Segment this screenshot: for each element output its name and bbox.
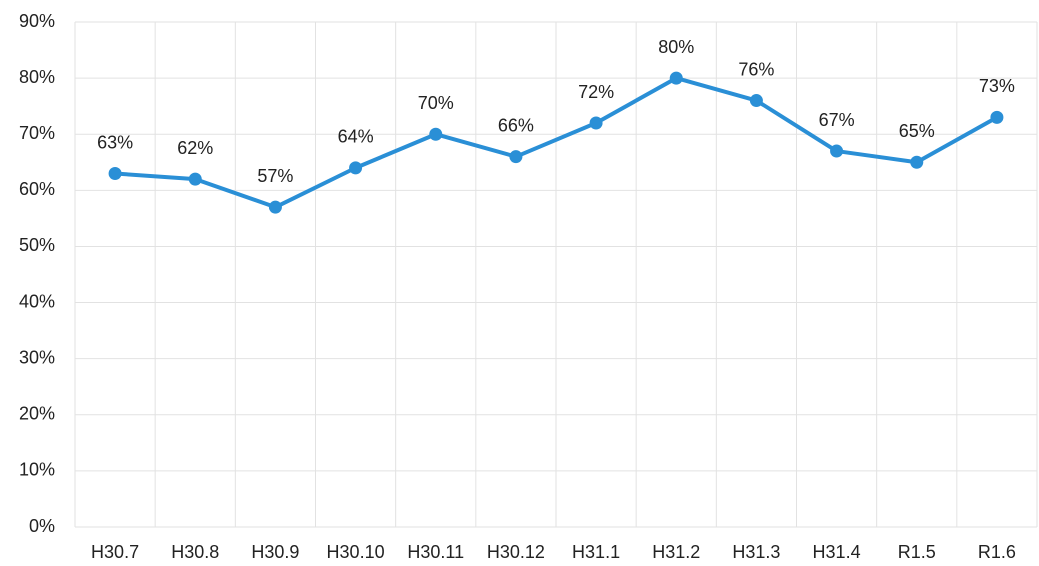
x-tick-label: H31.2 <box>652 542 700 562</box>
x-tick-label: H30.7 <box>91 542 139 562</box>
x-tick-label: R1.5 <box>898 542 936 562</box>
value-label: 70% <box>418 93 454 113</box>
y-tick-label: 50% <box>19 235 55 255</box>
value-label: 73% <box>979 76 1015 96</box>
point <box>910 155 924 169</box>
point <box>990 110 1004 124</box>
y-tick-label: 90% <box>19 11 55 31</box>
value-label: 57% <box>257 166 293 186</box>
y-tick-label: 30% <box>19 347 55 367</box>
x-tick-label: H30.11 <box>407 542 464 562</box>
y-tick-label: 70% <box>19 123 55 143</box>
x-tick-label: H31.1 <box>572 542 620 562</box>
x-tick-label: H30.8 <box>171 542 219 562</box>
value-label: 63% <box>97 132 133 152</box>
point <box>830 144 844 158</box>
x-tick-label: R1.6 <box>978 542 1016 562</box>
point <box>669 71 683 85</box>
y-tick-label: 0% <box>29 516 55 536</box>
value-label: 66% <box>498 115 534 135</box>
point <box>108 167 122 180</box>
y-tick-label: 80% <box>19 67 55 87</box>
x-tick-label: H30.9 <box>251 542 299 562</box>
y-tick-label: 60% <box>19 179 55 199</box>
value-label: 62% <box>177 138 213 158</box>
y-tick-label: 20% <box>19 404 55 424</box>
value-label: 67% <box>819 110 855 130</box>
point <box>589 116 603 130</box>
point <box>509 150 523 164</box>
value-label: 76% <box>738 59 774 79</box>
x-tick-label: H31.4 <box>813 542 861 562</box>
y-tick-label: 10% <box>19 460 55 480</box>
x-tick-label: H30.10 <box>327 542 385 562</box>
x-tick-label: H30.12 <box>487 542 545 562</box>
x-tick-label: H31.3 <box>732 542 780 562</box>
value-label: 72% <box>578 82 614 102</box>
point <box>749 94 763 108</box>
y-tick-label: 40% <box>19 291 55 311</box>
point <box>349 161 363 175</box>
point <box>429 127 443 141</box>
value-label: 65% <box>899 121 935 141</box>
series-line <box>114 76 998 210</box>
value-label: 64% <box>338 127 374 147</box>
point <box>188 172 202 186</box>
point <box>268 200 282 214</box>
value-label: 80% <box>658 37 694 57</box>
